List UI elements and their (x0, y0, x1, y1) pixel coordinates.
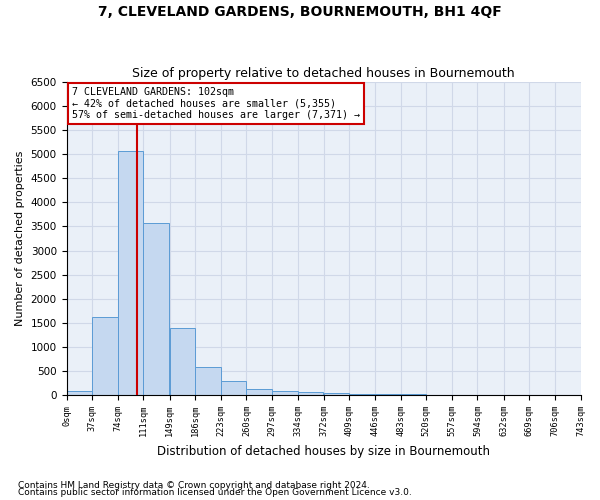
Bar (221, 381, 247, 395)
Title: Size of property relative to detached houses in Bournemouth: Size of property relative to detached ho… (132, 66, 515, 80)
Bar (375, 394, 401, 395)
Bar (195, 368, 221, 395)
Bar (247, 388, 272, 395)
Text: Contains HM Land Registry data © Crown copyright and database right 2024.: Contains HM Land Registry data © Crown c… (18, 480, 370, 490)
Bar (324, 392, 349, 395)
Text: Contains public sector information licensed under the Open Government Licence v3: Contains public sector information licen… (18, 488, 412, 497)
Y-axis label: Number of detached properties: Number of detached properties (15, 151, 25, 326)
Bar (298, 392, 323, 395)
Text: 7, CLEVELAND GARDENS, BOURNEMOUTH, BH1 4QF: 7, CLEVELAND GARDENS, BOURNEMOUTH, BH1 4… (98, 5, 502, 19)
Bar (349, 394, 375, 395)
Bar (118, 150, 143, 395)
X-axis label: Distribution of detached houses by size in Bournemouth: Distribution of detached houses by size … (157, 444, 490, 458)
Text: 7 CLEVELAND GARDENS: 102sqm
← 42% of detached houses are smaller (5,355)
57% of : 7 CLEVELAND GARDENS: 102sqm ← 42% of det… (71, 86, 359, 120)
Bar (92, 316, 118, 395)
Bar (67, 392, 92, 395)
Bar (272, 390, 298, 395)
Bar (143, 223, 169, 395)
Bar (170, 328, 195, 395)
